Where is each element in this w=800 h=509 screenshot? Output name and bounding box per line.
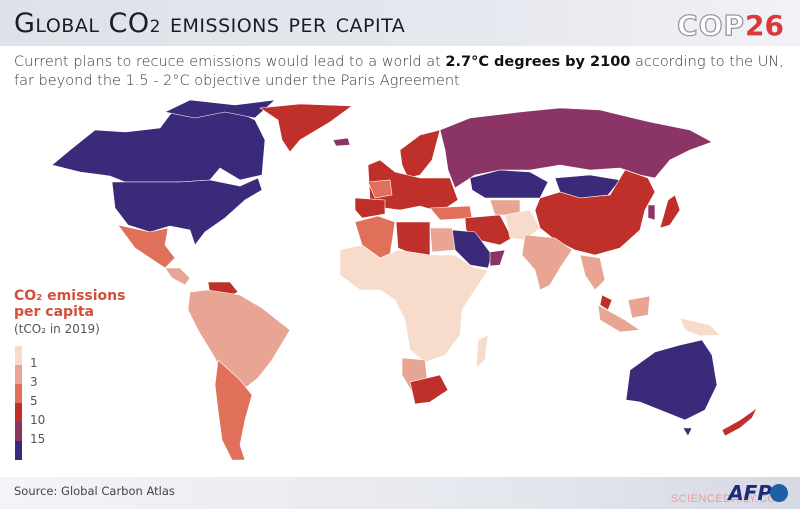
footer-bar: Source: Global Carbon Atlas SCIENCEDAILY… <box>0 477 800 509</box>
region-argentina-chile <box>214 359 253 461</box>
swatch-15-plus <box>15 441 22 460</box>
swatch-1-3 <box>15 365 22 384</box>
region-india <box>521 234 573 291</box>
region-russia <box>439 107 713 189</box>
region-central-america <box>164 267 191 286</box>
region-australia <box>625 339 718 421</box>
tick-label: 5 <box>30 394 38 408</box>
region-egypt <box>429 227 456 253</box>
subtitle-highlight: 2.7°C degrees by 2100 <box>445 54 631 70</box>
watermark: SCIENCEDAILY.COM <box>670 493 786 505</box>
region-china <box>534 169 656 256</box>
region-new-zealand <box>721 407 758 437</box>
legend-title: CO₂ emissions per capita <box>14 288 125 320</box>
swatch-10-15 <box>15 422 22 441</box>
swatch-0-1 <box>15 346 22 365</box>
title-text-rest: emissions per capita <box>160 8 406 39</box>
swatch-3-5 <box>15 384 22 403</box>
region-usa <box>111 177 263 246</box>
region-malaysia <box>599 294 613 311</box>
region-indonesia <box>597 304 641 333</box>
region-sub-saharan-africa <box>339 244 489 363</box>
subtitle-part2: according to the UN, far beyond the 1.5 … <box>14 54 784 89</box>
region-oman <box>489 249 506 267</box>
region-scandinavia <box>399 129 441 179</box>
region-france <box>367 179 393 199</box>
afp-logo: AFP <box>728 481 788 505</box>
swatch-5-10 <box>15 403 22 422</box>
title-subscript: 2 <box>149 17 161 37</box>
region-libya <box>395 221 431 256</box>
title-text: Global CO <box>14 8 150 39</box>
region-afghan-pakistan <box>504 209 541 241</box>
legend: CO₂ emissions per capita (tCO₂ in 2019) 1… <box>14 288 125 460</box>
subtitle: Current plans to recuce emissions would … <box>14 53 789 91</box>
legend-title-line1: CO₂ emissions <box>14 288 126 304</box>
region-korea <box>647 204 656 221</box>
region-madagascar <box>475 334 489 369</box>
tick-label: 3 <box>30 375 38 389</box>
region-papua <box>679 317 721 337</box>
cop26-logo: COP26 <box>677 8 784 42</box>
region-borneo <box>627 295 651 319</box>
region-se-asia <box>579 254 606 291</box>
world-map <box>51 99 758 461</box>
legend-title-line2: per capita <box>14 304 95 320</box>
afp-text: AFP <box>728 481 772 505</box>
region-kazakhstan <box>469 169 549 199</box>
tick-label: 15 <box>30 432 46 446</box>
legend-unit: (tCO₂ in 2019) <box>14 322 100 336</box>
region-greenland <box>259 103 353 153</box>
tick-label: 10 <box>30 413 46 427</box>
tick-label: 1 <box>30 356 38 370</box>
region-tasmania <box>682 427 693 437</box>
region-japan <box>659 194 681 229</box>
subtitle-part1: Current plans to recuce emissions would … <box>14 54 446 70</box>
logo-cop-text: COP <box>677 8 746 42</box>
legend-swatches <box>15 346 22 460</box>
region-canada-alaska <box>51 104 266 183</box>
logo-number: 26 <box>745 9 784 42</box>
afp-circle-icon <box>770 484 788 502</box>
source-credit: Source: Global Carbon Atlas <box>14 484 175 498</box>
page-title: Global CO2 emissions per capita <box>14 8 405 39</box>
region-south-africa <box>409 374 449 405</box>
region-iberia <box>354 197 386 219</box>
region-brazil-andes <box>187 289 291 393</box>
header-bar: Global CO2 emissions per capita COP26 <box>0 0 800 46</box>
region-iceland <box>332 137 351 147</box>
region-mexico <box>117 224 176 269</box>
